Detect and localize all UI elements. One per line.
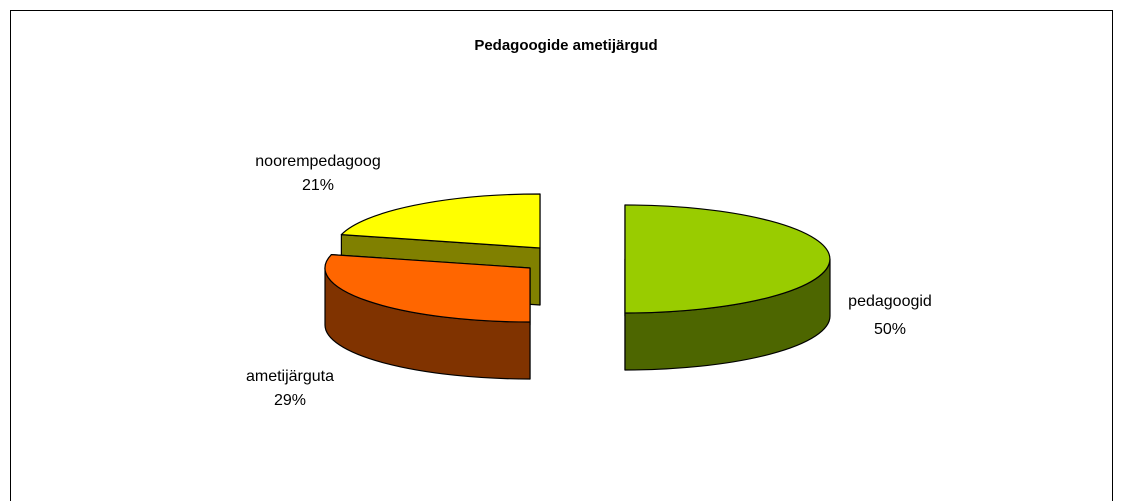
chart-frame: [10, 10, 1113, 501]
slice: [324, 254, 531, 323]
slice-value-label: 21%: [302, 177, 334, 194]
slice-label: pedagoogid: [848, 293, 932, 310]
slice-value-label: 50%: [874, 321, 906, 338]
slice-label: noorempedagoog: [255, 153, 380, 170]
slice-value-label: 29%: [274, 392, 306, 409]
slice-label: ametijärguta: [246, 368, 334, 385]
slice: [624, 204, 831, 314]
slice: [340, 193, 541, 249]
chart-title: Pedagoogide ametijärgud: [474, 37, 657, 54]
